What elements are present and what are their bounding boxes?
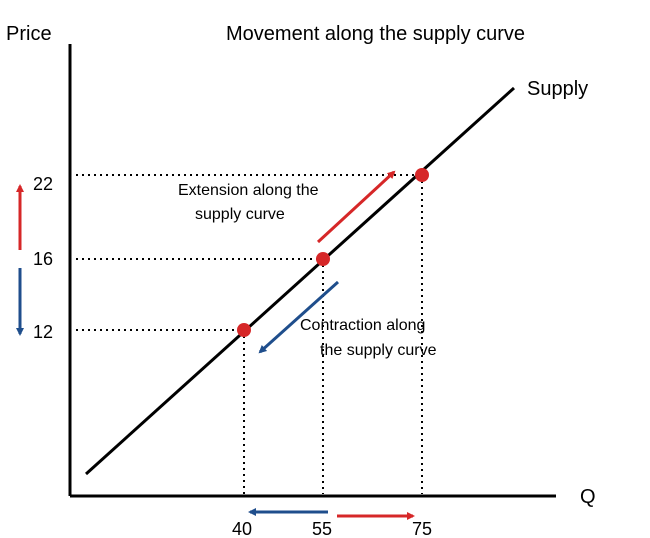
y-tick-label-16: 16 [33, 249, 53, 269]
data-points [237, 168, 429, 337]
data-point-75-22 [415, 168, 429, 182]
x-tick-label-40: 40 [232, 519, 252, 538]
extension-annotation: Extension along the supply curve [178, 182, 323, 223]
data-point-40-12 [237, 323, 251, 337]
chart-title: Movement along the supply curve [226, 23, 525, 45]
x-tick-label-75: 75 [412, 519, 432, 538]
extension-arrow [316, 170, 396, 244]
y-tick-label-12: 12 [33, 322, 53, 342]
supply-curve-line [84, 86, 516, 476]
supply-curve-label: Supply [527, 78, 588, 100]
x-axis-label: Q [580, 486, 596, 508]
data-point-55-16 [316, 252, 330, 266]
contraction-annotation-line-2: the supply curve [320, 342, 437, 359]
guide-lines [76, 174, 423, 494]
extension-annotation-line-2: supply curve [195, 206, 285, 223]
extension-annotation-line-1: Extension along the [178, 182, 319, 199]
contraction-annotation: Contraction along the supply curve [300, 317, 437, 359]
y-axis-label: Price [6, 23, 52, 45]
contraction-arrow [258, 280, 340, 354]
y-tick-label-22: 22 [33, 174, 53, 194]
contraction-annotation-line-1: Contraction along [300, 317, 425, 334]
x-tick-label-55: 55 [312, 519, 332, 538]
